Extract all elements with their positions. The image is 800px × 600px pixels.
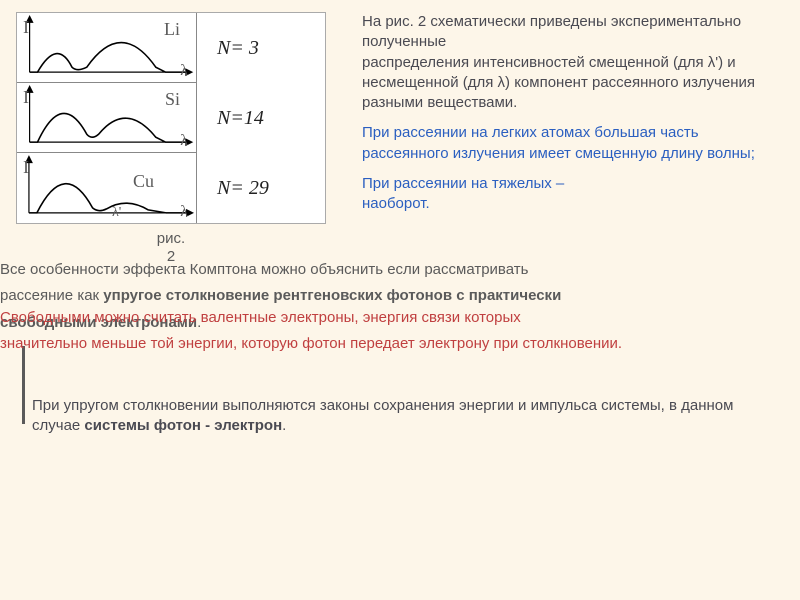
graph-row: Iλ Si N=14 (17, 83, 325, 153)
graph-row: Iλ λ' Cu N= 29 (17, 153, 325, 223)
conclusion-p: При упругом столкновении выполняются зак… (32, 396, 776, 437)
conclusion-b: системы фотон - электрон (84, 417, 282, 434)
element-label: Si (165, 89, 180, 110)
explain-1b-bold: упругое столкновение рентгеновских фотон… (103, 287, 561, 304)
intro-line2: распределения интенсивностей смещенной (… (362, 54, 755, 112)
caption-line1: рис. (157, 230, 185, 247)
red-1: Свободными можно считать валентные элект… (0, 308, 800, 328)
curve-icon (17, 153, 196, 223)
red-2: значительно меньше той энергии, которую … (0, 334, 800, 354)
n-label: N=14 (217, 107, 264, 130)
axis-lambda: λ (180, 62, 188, 80)
element-label: Li (164, 19, 180, 40)
intro-line1: На рис. 2 схематически приведены экспери… (362, 13, 741, 50)
graph-box: Iλ Li (17, 13, 197, 83)
right-text: На рис. 2 схематически приведены экспери… (356, 12, 784, 266)
explain-1b-pre: рассеяние как (0, 287, 103, 304)
conclusion: При упругом столкновении выполняются зак… (0, 396, 800, 437)
body-text: Все особенности эффекта Комптона можно о… (0, 260, 800, 390)
n-label: N= 29 (217, 177, 269, 200)
axis-lambda: λ (180, 203, 188, 221)
axis-i: I (23, 87, 29, 108)
graph-box: Iλ λ' Cu (17, 153, 197, 223)
graph-box: Iλ Si (17, 83, 197, 153)
element-label: Cu (133, 171, 154, 192)
axis-i: I (23, 17, 29, 38)
explain-1b: рассеяние как упругое столкновение рентг… (0, 286, 800, 306)
axis-i: I (23, 157, 29, 178)
graphs-panel: IλLiN= 3IλSiN=14Iλλ'CuN= 29 (16, 12, 326, 224)
axis-lambda: λ (180, 132, 188, 150)
axis-lambda-prime: λ' (112, 205, 121, 221)
figure-column: IλLiN= 3IλSiN=14Iλλ'CuN= 29 рис. 2 (16, 12, 356, 266)
n-label: N= 3 (217, 37, 259, 60)
conclusion-c: . (282, 417, 286, 434)
top-section: IλLiN= 3IλSiN=14Iλλ'CuN= 29 рис. 2 На ри… (0, 0, 800, 266)
blue-2b: наоборот. (362, 195, 430, 212)
graph-row: Iλ Li N= 3 (17, 13, 325, 83)
blue-paragraph-2: При рассеянии на тяжелых – наоборот. (362, 174, 784, 215)
explain-1a: Все особенности эффекта Комптона можно о… (0, 260, 800, 280)
blue-paragraph-1: При рассеянии на легких атомах большая ч… (362, 123, 784, 164)
intro-paragraph: На рис. 2 схематически приведены экспери… (362, 12, 784, 113)
blue-2a: При рассеянии на тяжелых – (362, 175, 564, 192)
